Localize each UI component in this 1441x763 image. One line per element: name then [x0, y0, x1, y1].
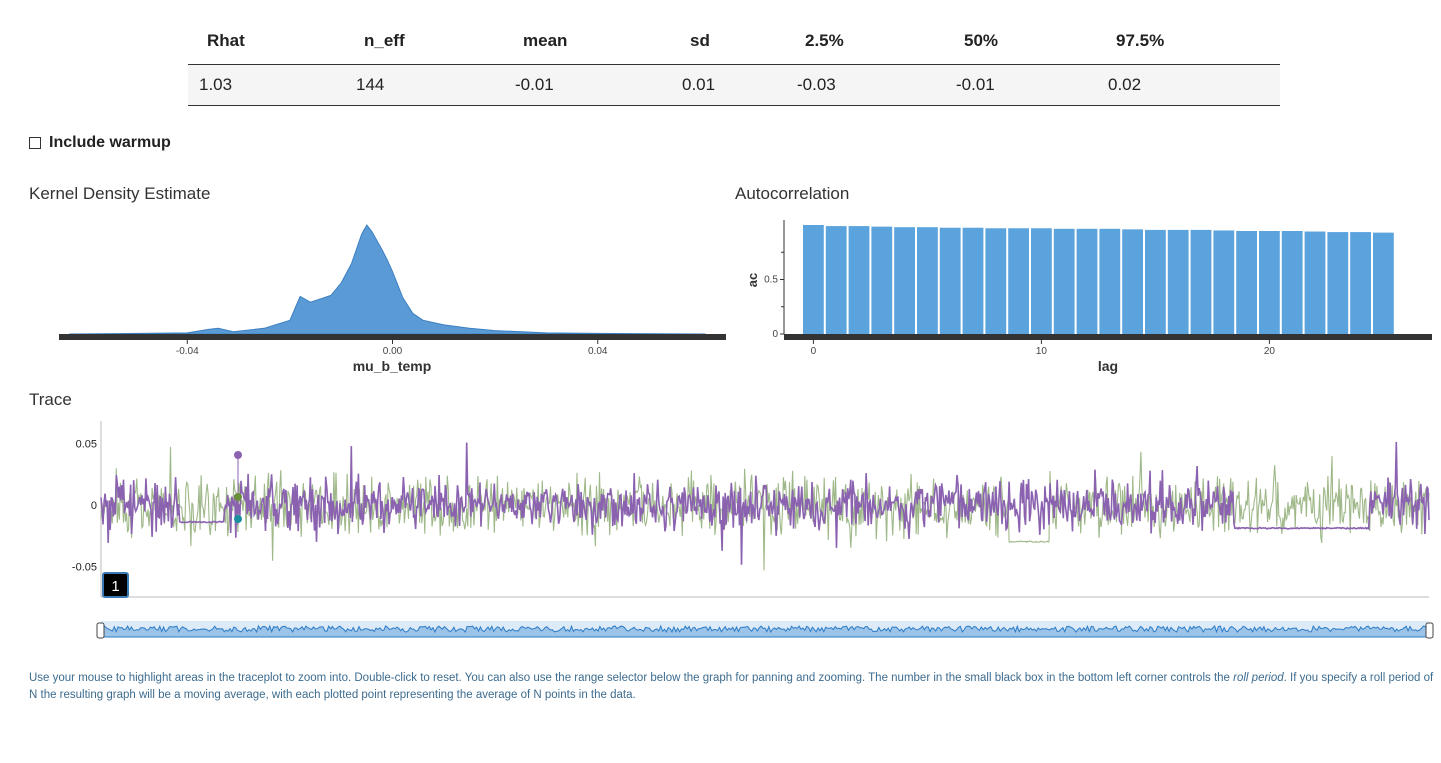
header-2-5: 2.5% [805, 31, 844, 50]
range-selector-left-handle[interactable] [96, 622, 105, 639]
value-2-5: -0.03 [797, 75, 836, 94]
summary-table: Rhat n_eff mean sd 2.5% 50% 97.5% 1.03 1… [188, 24, 1280, 106]
kde-x-axis-label: mu_b_temp [353, 358, 432, 374]
help-text-emphasis: roll period [1233, 672, 1284, 684]
trace-series-line [100, 441, 1430, 565]
kde-x-tick-label: 0.04 [588, 346, 608, 357]
header-mean: mean [523, 31, 568, 50]
acf-bar [985, 228, 1007, 334]
acf-bar [1053, 228, 1075, 334]
acf-y-tick-label: 0 [772, 329, 778, 340]
acf-bar [1259, 230, 1280, 334]
acf-chart: 0 0.5 ac 0 10 20 lag [745, 220, 1432, 374]
acf-bar [1236, 230, 1257, 334]
trace-chart[interactable]: 0.05 0 -0.05 [29, 415, 1439, 650]
trace-y-tick-label: -0.05 [72, 561, 97, 573]
range-selector-right-handle[interactable] [1425, 622, 1434, 639]
acf-bar [1099, 228, 1121, 334]
acf-x-axis-bar [784, 334, 1432, 340]
summary-header-row: Rhat n_eff mean sd 2.5% 50% 97.5% [188, 24, 1280, 65]
acf-bar [1373, 232, 1394, 334]
acf-bar [962, 227, 984, 334]
acf-x-tick-label: 20 [1264, 346, 1276, 357]
trace-hover-point [234, 515, 242, 523]
acf-bar [803, 225, 824, 334]
header-sd: sd [690, 31, 710, 50]
header-n-eff: n_eff [364, 31, 405, 50]
trace-y-tick-label: 0 [91, 500, 97, 512]
include-warmup-label: Include warmup [49, 134, 171, 151]
include-warmup-checkbox[interactable]: Include warmup [29, 134, 171, 152]
acf-bar [1350, 232, 1371, 334]
kde-chart: -0.04 0.00 0.04 mu_b_temp [59, 224, 726, 374]
acf-bar [1190, 229, 1212, 334]
value-n-eff: 144 [356, 75, 385, 94]
acf-bar [1167, 229, 1189, 334]
acf-bar [825, 226, 847, 334]
acf-bar [939, 227, 961, 334]
trace-hover-point [234, 493, 242, 501]
value-mean: -0.01 [515, 75, 554, 94]
acf-title: Autocorrelation [735, 184, 850, 203]
acf-bar [894, 227, 915, 334]
help-text: Use your mouse to highlight areas in the… [29, 670, 1439, 704]
header-50: 50% [964, 31, 999, 50]
acf-bar [1031, 228, 1052, 334]
trace-title: Trace [29, 390, 72, 409]
value-50: -0.01 [956, 75, 995, 94]
header-97-5: 97.5% [1116, 31, 1165, 50]
value-sd: 0.01 [682, 75, 716, 94]
kde-x-tick-label: 0.00 [383, 346, 403, 357]
kde-title: Kernel Density Estimate [29, 184, 211, 203]
acf-bar [1213, 230, 1235, 334]
acf-y-tick-label: 0.5 [764, 275, 778, 286]
kde-area [69, 224, 706, 335]
checkbox-box[interactable] [29, 137, 41, 149]
trace-hover-point [234, 451, 242, 459]
acf-bar [1327, 232, 1349, 334]
acf-bar [1076, 228, 1098, 334]
acf-bar [1304, 231, 1326, 334]
value-97-5: 0.02 [1108, 75, 1142, 94]
summary-value-row: 1.03 144 -0.01 0.01 -0.03 -0.01 0.02 [188, 65, 1280, 106]
acf-bar [1281, 230, 1303, 334]
value-rhat: 1.03 [199, 75, 233, 94]
acf-y-axis-label: ac [745, 273, 760, 287]
help-text-part1: Use your mouse to highlight areas in the… [29, 672, 1234, 684]
acf-bar [917, 227, 938, 334]
acf-bar [848, 226, 870, 334]
acf-bar [871, 226, 893, 334]
trace-y-tick-label: 0.05 [76, 438, 97, 450]
acf-x-axis-label: lag [1098, 358, 1118, 374]
acf-x-tick-label: 0 [811, 346, 817, 357]
acf-x-tick-label: 10 [1036, 346, 1048, 357]
acf-bar [1122, 229, 1143, 334]
help-text-part2: . If you specify a roll period of N the … [29, 672, 1434, 701]
acf-bar [1145, 229, 1166, 334]
roll-period-input[interactable]: 1 [102, 572, 129, 598]
range-selector-preview [100, 624, 1430, 638]
kde-x-tick-label: -0.04 [176, 346, 199, 357]
header-rhat: Rhat [207, 31, 245, 50]
kde-x-axis-bar [59, 334, 726, 340]
acf-bar [1008, 228, 1029, 334]
